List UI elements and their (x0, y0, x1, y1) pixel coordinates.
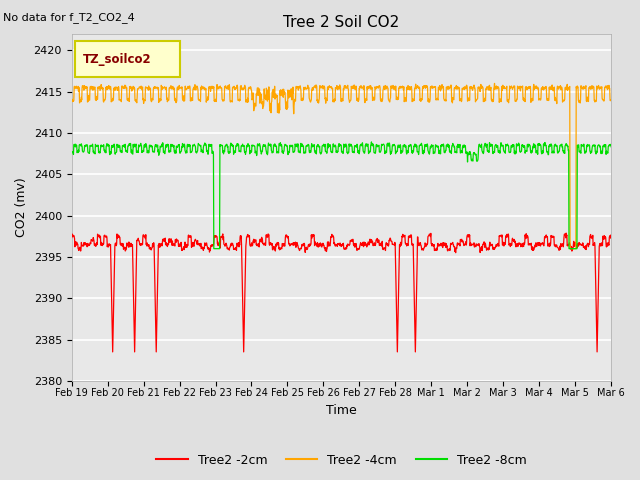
X-axis label: Time: Time (326, 404, 356, 417)
Y-axis label: CO2 (mv): CO2 (mv) (15, 178, 28, 237)
Title: Tree 2 Soil CO2: Tree 2 Soil CO2 (284, 15, 399, 30)
Text: No data for f_T2_CO2_4: No data for f_T2_CO2_4 (3, 12, 135, 23)
Text: TZ_soilco2: TZ_soilco2 (83, 53, 152, 66)
Legend: Tree2 -2cm, Tree2 -4cm, Tree2 -8cm: Tree2 -2cm, Tree2 -4cm, Tree2 -8cm (151, 449, 531, 472)
